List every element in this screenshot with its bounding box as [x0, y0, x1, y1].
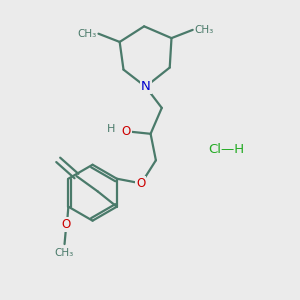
Text: O: O	[61, 218, 70, 231]
Text: CH₃: CH₃	[195, 25, 214, 35]
Text: Cl—H: Cl—H	[208, 143, 244, 157]
Text: O: O	[122, 125, 131, 138]
Text: H: H	[107, 124, 115, 134]
Text: O: O	[136, 177, 145, 190]
Text: CH₃: CH₃	[55, 248, 74, 258]
Text: CH₃: CH₃	[77, 29, 96, 39]
Text: N: N	[141, 80, 151, 93]
